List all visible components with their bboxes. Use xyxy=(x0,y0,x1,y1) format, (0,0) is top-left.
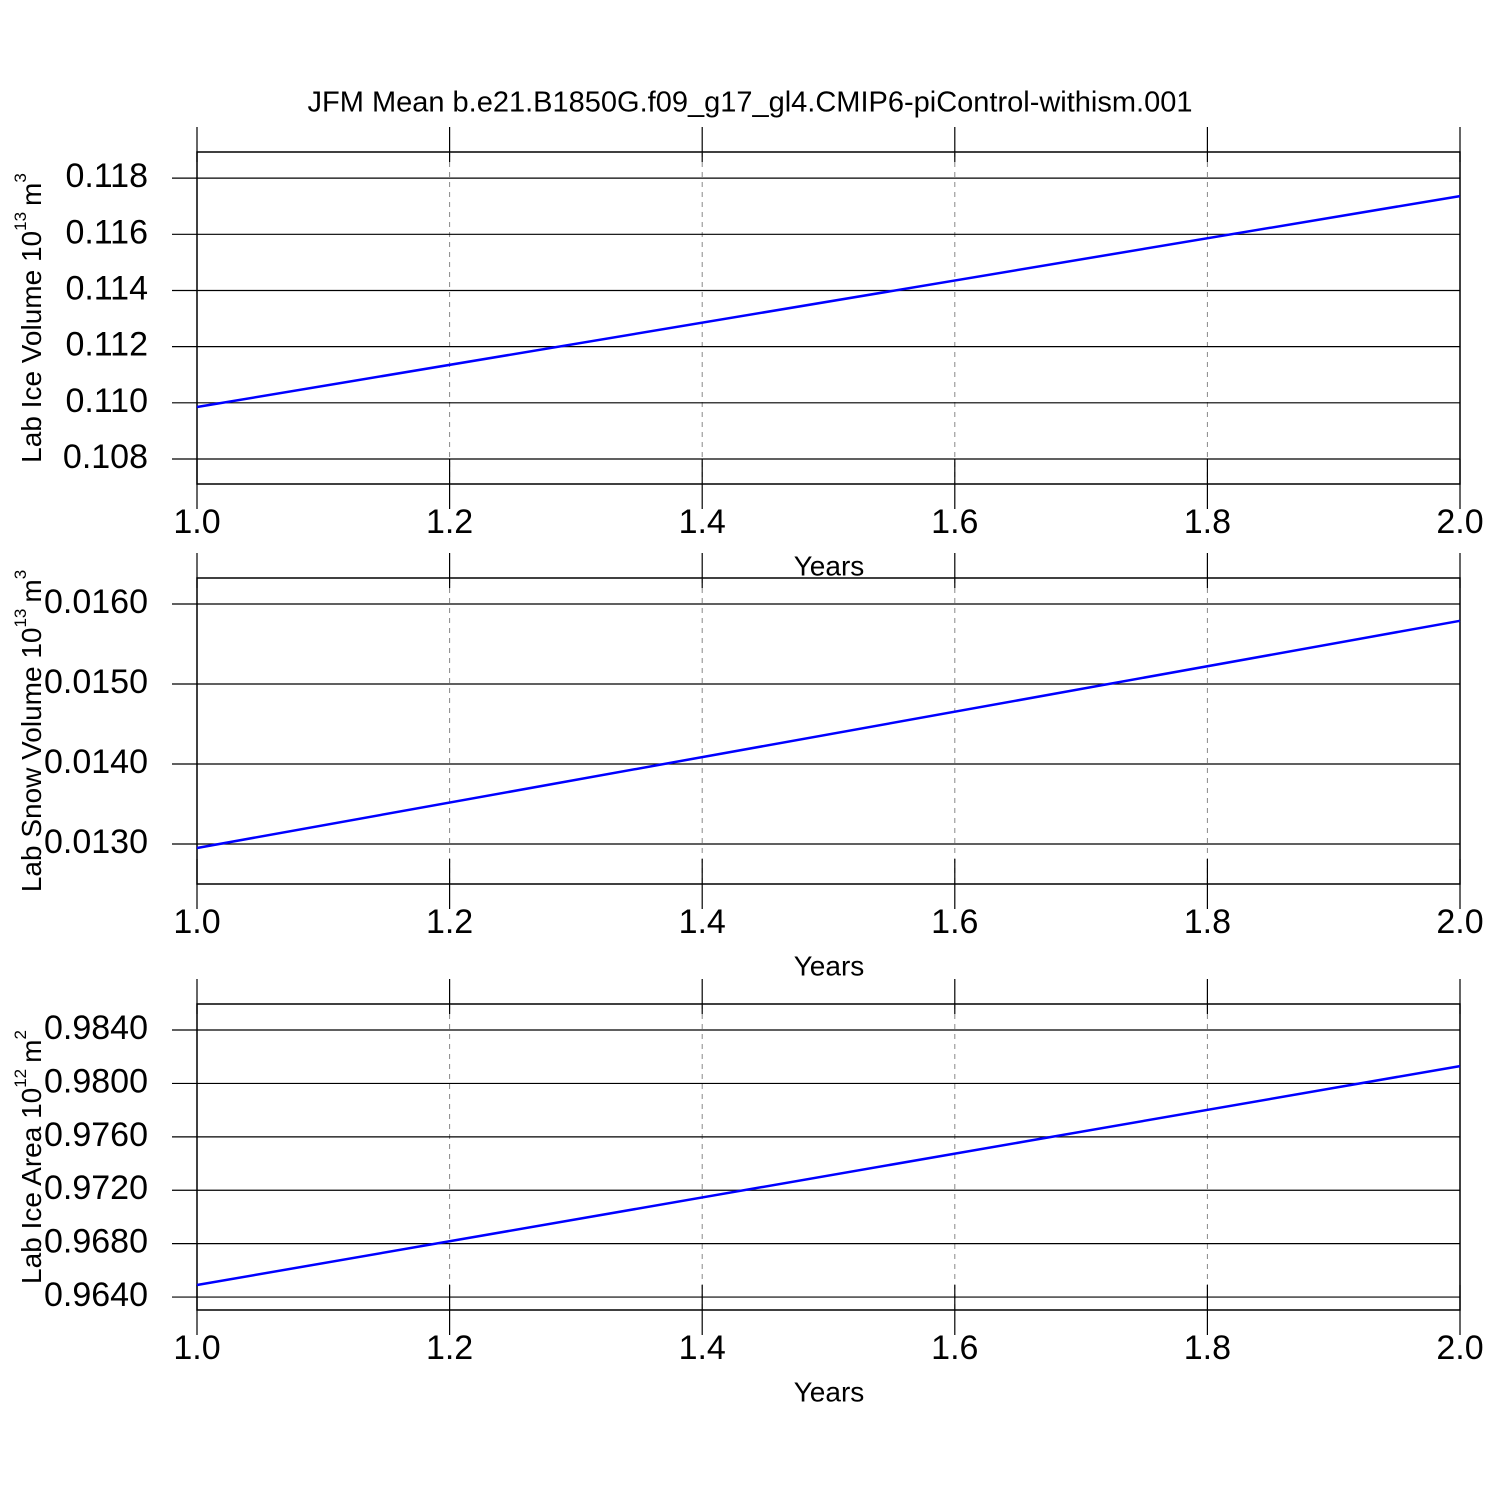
y-tick-label: 0.118 xyxy=(65,157,148,195)
y-tick-label: 0.0130 xyxy=(44,823,148,861)
y-tick-label: 0.0140 xyxy=(44,743,148,781)
x-tick-label: 2.0 xyxy=(1436,1329,1483,1367)
y-axis-label: Lab Ice Area 1012 m2 xyxy=(11,1030,47,1284)
y-tick-label: 0.9840 xyxy=(44,1009,148,1047)
y-axis-label-exponent: 3 xyxy=(11,570,30,579)
x-tick-label: 1.0 xyxy=(173,903,220,941)
y-axis-label-part: Lab Snow Volume 10 xyxy=(16,628,47,893)
data-line xyxy=(196,619,1461,850)
y-tick-label: 0.9760 xyxy=(44,1116,148,1154)
y-axis-label-exponent: 12 xyxy=(11,1069,30,1088)
y-tick-label: 0.9640 xyxy=(44,1276,148,1314)
y-axis-label-part: m xyxy=(16,1040,47,1063)
y-tick-label: 0.114 xyxy=(65,269,148,307)
data-line xyxy=(196,194,1461,409)
x-tick-label: 1.6 xyxy=(931,503,978,541)
figure-title: JFM Mean b.e21.B1850G.f09_g17_gl4.CMIP6-… xyxy=(308,87,1193,119)
x-axis-label: Years xyxy=(794,950,865,981)
x-axis-label: Years xyxy=(794,550,865,581)
x-tick-label: 1.8 xyxy=(1184,503,1231,541)
y-axis-label-exponent: 2 xyxy=(11,1030,30,1039)
y-tick-label: 0.0160 xyxy=(44,583,148,621)
y-tick-label: 0.116 xyxy=(65,213,148,251)
data-line xyxy=(196,1064,1461,1287)
plot-frame xyxy=(196,1003,1461,1311)
x-axis-label: Years xyxy=(794,1376,865,1407)
x-tick-label: 2.0 xyxy=(1436,903,1483,941)
x-tick-label: 1.4 xyxy=(679,1329,726,1367)
y-tick-label: 0.110 xyxy=(65,382,148,420)
x-tick-label: 1.6 xyxy=(931,903,978,941)
x-tick-label: 1.2 xyxy=(426,1329,473,1367)
y-axis-label-exponent: 13 xyxy=(11,609,30,628)
plot-frame xyxy=(196,577,1461,885)
y-axis-label-part: Lab Ice Volume 10 xyxy=(16,231,47,463)
y-tick-label: 0.112 xyxy=(65,326,148,364)
y-tick-label: 0.0150 xyxy=(44,663,148,701)
x-tick-label: 1.8 xyxy=(1184,903,1231,941)
y-axis-label-part: m xyxy=(16,579,47,602)
y-tick-label: 0.9720 xyxy=(44,1169,148,1207)
y-axis-label: Lab Snow Volume 1013 m3 xyxy=(11,570,47,892)
y-axis-label-part: Lab Ice Area 10 xyxy=(16,1088,47,1284)
y-tick-label: 0.108 xyxy=(63,438,148,476)
y-tick-label: 0.9800 xyxy=(44,1062,148,1100)
x-tick-label: 1.4 xyxy=(679,503,726,541)
y-axis-label: Lab Ice Volume 1013 m3 xyxy=(11,173,47,463)
y-axis-label-exponent: 3 xyxy=(11,173,30,182)
plot-frame xyxy=(196,151,1461,485)
x-tick-label: 1.2 xyxy=(426,903,473,941)
x-tick-label: 1.2 xyxy=(426,503,473,541)
y-axis-label-exponent: 13 xyxy=(11,212,30,231)
x-tick-label: 1.0 xyxy=(173,503,220,541)
x-tick-label: 1.8 xyxy=(1184,1329,1231,1367)
x-tick-label: 1.6 xyxy=(931,1329,978,1367)
x-tick-label: 1.4 xyxy=(679,903,726,941)
x-tick-label: 2.0 xyxy=(1436,503,1483,541)
x-tick-label: 1.0 xyxy=(173,1329,220,1367)
y-axis-label-part: m xyxy=(16,183,47,206)
y-tick-label: 0.9680 xyxy=(44,1223,148,1261)
